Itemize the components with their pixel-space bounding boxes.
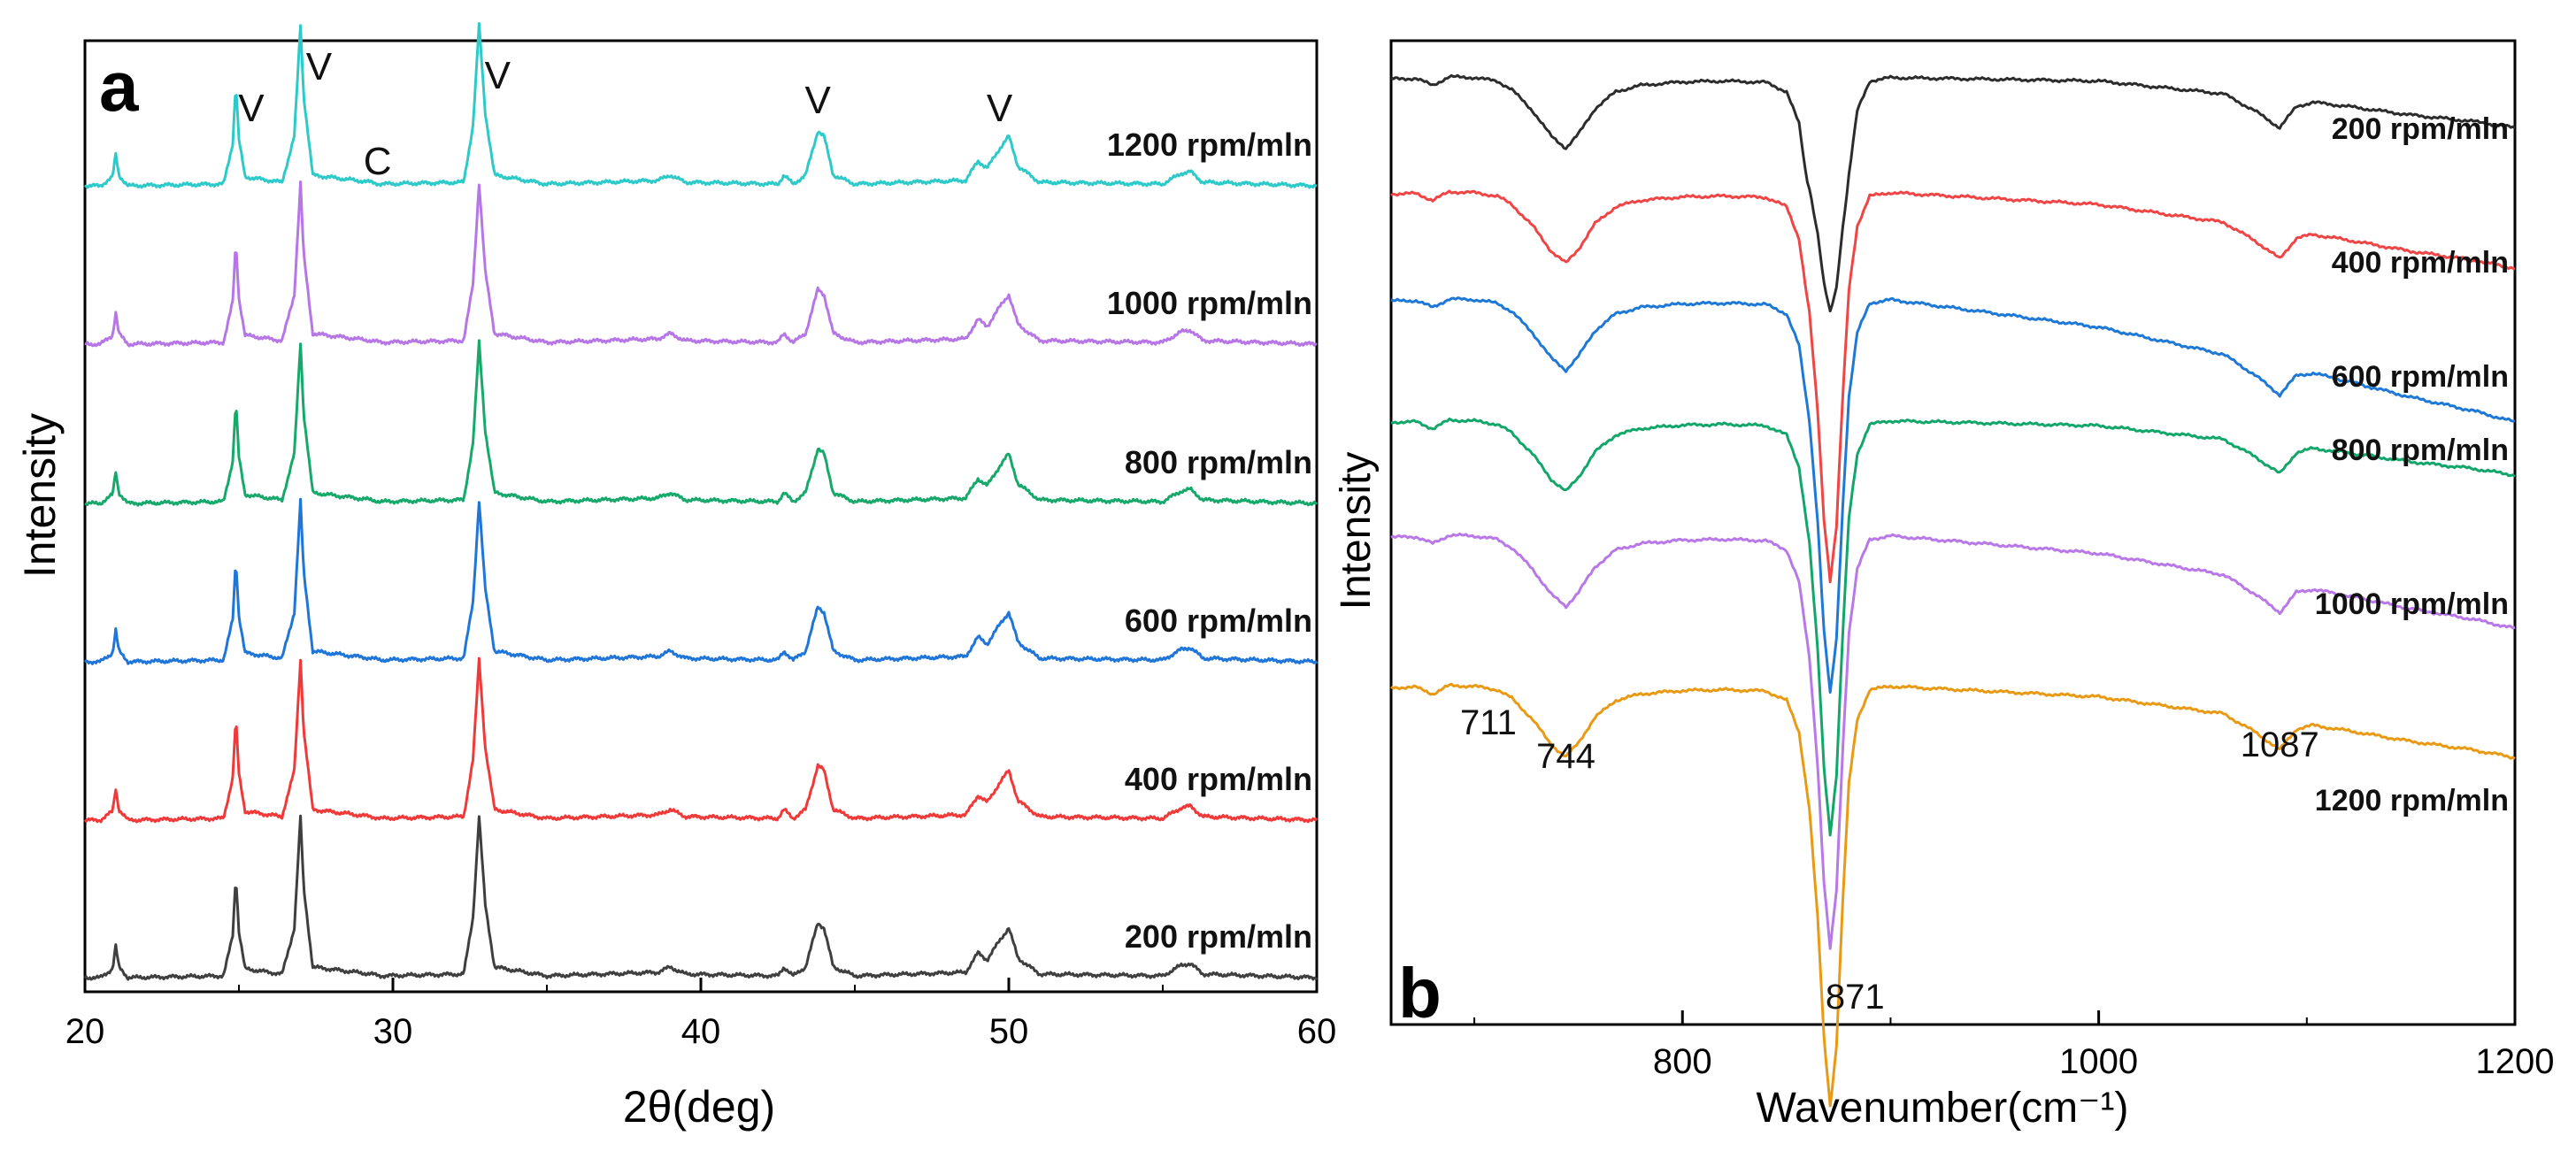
x-ticks-b (1473, 1010, 2517, 1025)
x-tick-label-a: 40 (681, 1012, 721, 1051)
ftir-line-400-rpm (1390, 189, 2516, 584)
series-labels-a: 200 rpm/mln 400 rpm/mln 600 rpm/mln 800 rpm… (1107, 127, 1312, 955)
peak-annotation-a: V (805, 79, 832, 122)
x-axis-label-b: Wavenumber(cm⁻¹) (1757, 1085, 2129, 1132)
series-labels-b: 200 rpm/mln 400 rpm/mln 600 rpm/mln 800 rpm… (2315, 112, 2509, 817)
xrd-line-1000-rpm (84, 180, 1318, 348)
series-label-b: 1000 rpm/mln (2315, 587, 2509, 621)
plot-frame-b (1389, 39, 2517, 1026)
ftir-panel-b: 800 1000 1200 200 rpm/mln 400 rpm/mln 600 rp… (1333, 39, 2555, 1132)
series-label-a: 600 rpm/mln (1125, 603, 1312, 639)
panel-letter-a: a (99, 47, 139, 126)
peak-annotation-a: V (238, 87, 265, 130)
peak-annotation-a: C (364, 140, 392, 183)
peak-annotation-b: 871 (1826, 978, 1885, 1017)
ftir-line-200-rpm (1390, 73, 2516, 313)
peak-annotation-a: V (306, 45, 333, 88)
xrd-line-600-rpm (83, 497, 1319, 665)
y-axis-label-b: Intensity (1333, 452, 1380, 610)
peak-annotation-b: 711 (1460, 703, 1517, 742)
series-label-b: 200 rpm/mln (2332, 112, 2509, 146)
xrd-line-200-rpm (83, 814, 1319, 981)
xrd-panel-a: 20 30 40 50 60 200 rpm/mln 400 rpm/mln 600 rpm… (15, 22, 1337, 1132)
series-lines-b (1390, 73, 2516, 1108)
x-tick-labels-b: 800 1000 1200 (1653, 1042, 2555, 1081)
panel-letter-b: b (1398, 954, 1442, 1032)
peak-annotation-b: 744 (1536, 737, 1596, 776)
ftir-line-600-rpm (1390, 296, 2516, 695)
x-tick-label-a: 30 (373, 1012, 413, 1051)
series-label-a: 400 rpm/mln (1125, 761, 1312, 797)
xrd-line-400-rpm (83, 656, 1319, 824)
series-lines-a (83, 22, 1319, 981)
ftir-line-1000-rpm (1390, 532, 2516, 950)
series-label-b: 800 rpm/mln (2332, 434, 2509, 467)
peak-annotation-a: V (485, 54, 511, 97)
x-axis-label-a: 2θ(deg) (623, 1082, 775, 1132)
series-label-a: 800 rpm/mln (1125, 444, 1312, 480)
x-tick-label-b: 1200 (2476, 1042, 2555, 1081)
x-tick-label-b: 800 (1653, 1042, 1712, 1081)
x-tick-labels-a: 20 30 40 50 60 (65, 1012, 1337, 1051)
series-label-b: 600 rpm/mln (2332, 360, 2509, 394)
series-label-b: 400 rpm/mln (2332, 246, 2509, 280)
xrd-line-800-rpm (84, 339, 1319, 507)
ftir-line-800-rpm (1391, 417, 2516, 837)
series-label-b: 1200 rpm/mln (2315, 784, 2509, 817)
x-tick-label-b: 1000 (2059, 1042, 2138, 1081)
peak-annotation-a: V (987, 87, 1013, 130)
series-label-a: 200 rpm/mln (1125, 918, 1312, 955)
peak-annotations-b: 711 744 871 1087 (1460, 703, 2319, 1017)
xrd-line-1200-rpm (83, 22, 1318, 189)
series-label-a: 1000 rpm/mln (1107, 285, 1312, 321)
x-tick-label-a: 60 (1297, 1012, 1337, 1051)
y-axis-label-a: Intensity (15, 413, 65, 578)
peak-annotation-b: 1087 (2241, 725, 2319, 764)
ftir-line-1200-rpm (1390, 682, 2516, 1108)
x-tick-label-a: 50 (989, 1012, 1029, 1051)
x-ticks-a (83, 978, 1319, 992)
x-tick-label-a: 20 (65, 1012, 105, 1051)
series-label-a: 1200 rpm/mln (1107, 127, 1312, 163)
